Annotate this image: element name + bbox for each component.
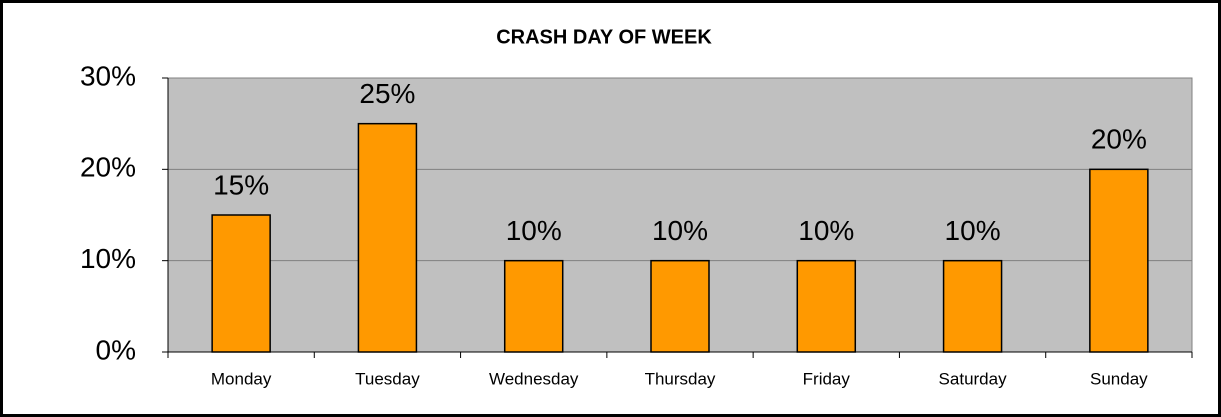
- data-label: 10%: [652, 215, 708, 246]
- bar: [503, 259, 564, 353]
- bar: [650, 259, 710, 353]
- data-label: 10%: [506, 215, 562, 246]
- data-label: 10%: [945, 215, 1001, 246]
- y-tick-label: 0%: [96, 334, 136, 365]
- bar: [1089, 168, 1149, 353]
- x-tick-label: Friday: [803, 369, 851, 388]
- data-label: 20%: [1091, 124, 1147, 155]
- data-label: 25%: [359, 78, 415, 109]
- bar: [211, 214, 271, 353]
- x-tick-label: Sunday: [1090, 369, 1148, 388]
- y-tick-label: 10%: [80, 243, 136, 274]
- chart-title: CRASH DAY OF WEEK: [496, 26, 712, 48]
- bar: [942, 259, 1003, 353]
- x-tick-label: Monday: [211, 369, 272, 388]
- bar: [796, 259, 857, 353]
- y-tick-label: 20%: [80, 152, 136, 183]
- x-tick-label: Saturday: [939, 369, 1008, 388]
- x-tick-label: Thursday: [645, 369, 716, 388]
- x-tick-label: Tuesday: [355, 369, 420, 388]
- bar: [357, 122, 418, 353]
- data-label: 10%: [798, 215, 854, 246]
- x-tick-label: Wednesday: [489, 369, 579, 388]
- y-tick-label: 30%: [80, 60, 136, 91]
- data-label: 15%: [213, 169, 269, 200]
